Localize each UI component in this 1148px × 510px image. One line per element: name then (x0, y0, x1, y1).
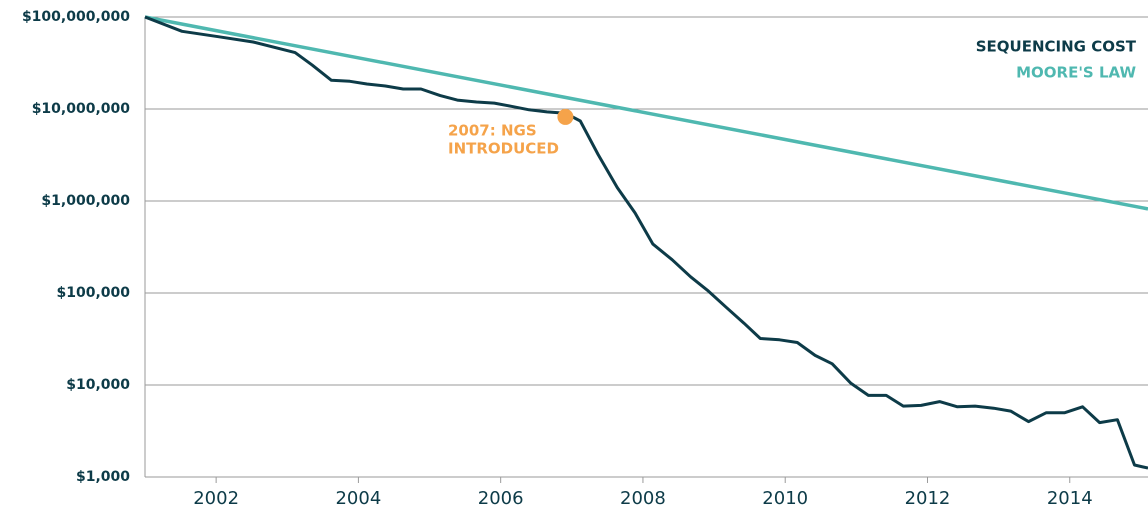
x-tick-label: 2010 (762, 488, 808, 509)
y-tick-label: $10,000,000 (32, 101, 131, 117)
legend-entry: MOORE'S LAW (1016, 64, 1136, 82)
annotation-text: INTRODUCED (448, 140, 559, 158)
legend-entry: SEQUENCING COST (976, 38, 1137, 56)
x-tick-label: 2004 (335, 488, 381, 509)
annotation-point (557, 108, 574, 125)
x-tick-label: 2002 (193, 488, 239, 509)
x-tick-label: 2006 (478, 488, 524, 509)
annotation-text: 2007: NGS (448, 122, 537, 140)
series-line (144, 15, 1148, 470)
y-tick-label: $1,000 (76, 469, 130, 485)
x-tick-label: 2014 (1047, 488, 1093, 509)
x-tick-label: 2008 (620, 488, 666, 509)
y-tick-label: $100,000,000 (22, 9, 130, 25)
y-tick-label: $100,000 (56, 285, 130, 301)
series-line (144, 15, 1148, 211)
y-tick-label: $1,000,000 (41, 193, 130, 209)
x-tick-label: 2012 (905, 488, 951, 509)
y-tick-label: $10,000 (66, 377, 130, 393)
